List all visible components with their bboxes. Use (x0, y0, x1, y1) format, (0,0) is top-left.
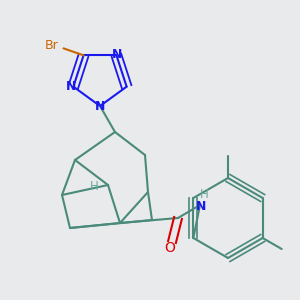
Text: H: H (200, 188, 208, 202)
Text: N: N (66, 80, 76, 93)
Text: N: N (112, 48, 123, 61)
Text: H: H (90, 181, 98, 194)
Text: N: N (196, 200, 206, 212)
Text: O: O (165, 241, 176, 255)
Text: N: N (95, 100, 105, 112)
Text: Br: Br (45, 39, 58, 52)
